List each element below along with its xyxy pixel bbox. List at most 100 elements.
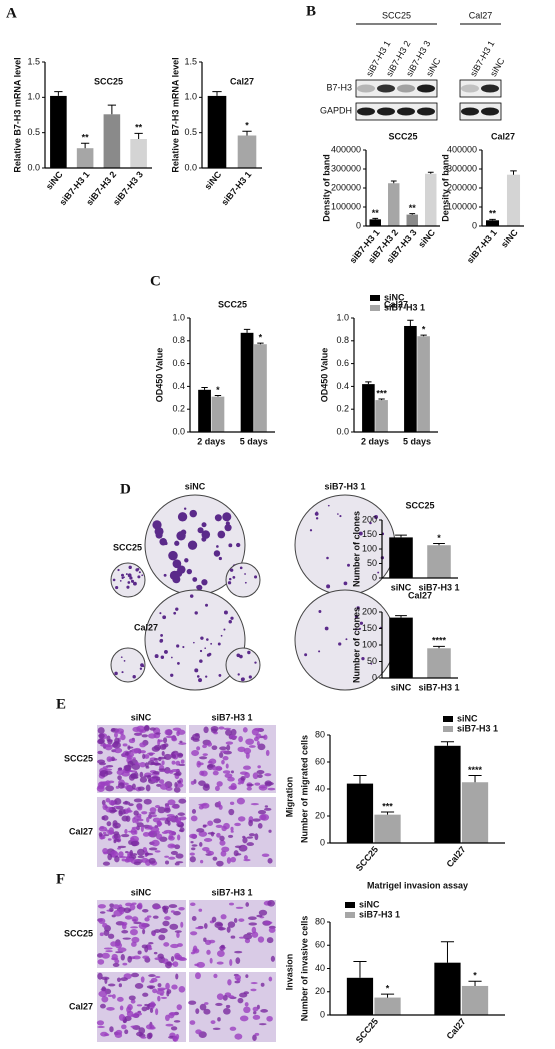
cell [158,768,166,771]
cell [176,819,180,824]
cell [212,1027,221,1030]
cell [247,916,257,921]
x-tick-label: Cal27 [444,844,467,869]
cell [268,927,276,933]
x-tick-label: siB7-H3 1 [219,169,253,207]
cell [256,770,265,775]
cell [98,762,107,766]
x-tick-label: siB7-H3 1 [418,682,459,692]
cell [120,977,128,982]
cell [109,1026,114,1033]
error-bar [489,218,496,221]
colony [206,638,209,641]
x-tick-label: siNC [44,169,65,192]
cell [104,1033,110,1037]
colony [163,573,167,577]
cell [139,750,146,754]
cell [217,800,222,808]
cell [248,922,258,926]
cell [194,733,200,737]
y-tick-label: 200 [362,606,377,616]
cell [226,926,231,933]
y-tick-label: 50 [367,558,377,568]
cell [219,840,226,846]
colony [192,577,198,582]
significance: ** [372,208,380,218]
cell [257,765,261,769]
x-tick-label: siNC [499,227,520,250]
cell [257,743,266,751]
cell [121,929,129,934]
bar [198,389,211,432]
cell [170,955,175,962]
cell [198,805,204,810]
chart: 0 20 40 60 80 * * SCC25 Cal27 Matrigel invasion a… [299,880,505,1045]
cell [114,959,120,964]
cell [102,815,109,821]
colony [184,558,189,563]
cell [252,818,261,822]
bar [506,174,521,226]
cell [142,753,146,760]
colony [223,628,226,631]
cell [180,759,185,764]
cell [199,756,208,760]
cell [211,745,218,751]
colony [343,581,348,586]
cell [107,830,114,835]
cell [137,786,145,791]
colony [217,530,226,539]
y-tick-label: 400000 [447,144,477,154]
cell [109,809,118,813]
cell [174,930,182,933]
colony [229,568,234,572]
y-axis-label: OD450 Value [319,348,329,403]
significance: ** [135,123,143,133]
colony [230,616,234,620]
plate [294,494,396,596]
cell [246,836,254,839]
cell [254,782,261,786]
bar [130,139,147,168]
blot-band [357,107,375,116]
x-tick-label: SCC25 [354,844,380,873]
cell [155,1008,159,1016]
y-tick-label: 200 [362,514,377,524]
cell [130,770,138,773]
cell [163,942,170,947]
cell [194,963,200,967]
colony [137,567,140,571]
cell [266,1015,273,1022]
cell [213,818,222,824]
y-tick-label: 0.2 [336,404,349,414]
cell [174,952,181,959]
cell [96,785,105,792]
cell [147,752,156,755]
column-label: siB7-H3 1 [211,887,252,897]
column-label: siNC [185,481,206,491]
cell [178,907,185,911]
blot-frame [355,102,438,121]
colony [119,580,122,582]
cell [189,856,196,863]
blot-band [417,107,435,116]
blot-group-label: Cal27 [469,10,493,20]
cell [222,756,229,761]
chart: 0 100000 200000 300000 400000 ** siB7-H3 1 siNC… [440,131,524,265]
cell [198,780,206,786]
cell [230,830,234,833]
cell [133,815,142,821]
y-tick-label: 20 [315,986,325,996]
cell [149,985,154,990]
error-bar [212,91,222,96]
colony [359,621,364,625]
cell [127,830,137,833]
cell [157,983,162,988]
cell [176,932,180,938]
cell [153,758,159,761]
cell [128,774,136,781]
significance: * [259,332,263,342]
error-bar [420,334,427,337]
cell [260,982,265,987]
legend-swatch [443,716,453,722]
